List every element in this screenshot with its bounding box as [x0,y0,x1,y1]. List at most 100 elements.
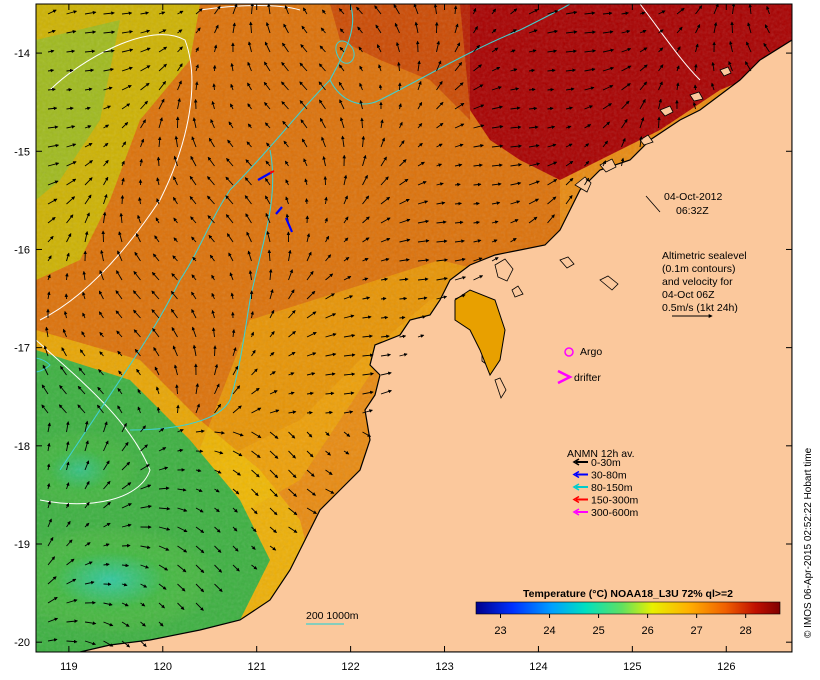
svg-text:0.5m/s (1kt 24h): 0.5m/s (1kt 24h) [662,302,738,314]
velocity-arrow [547,49,558,53]
velocity-arrow [436,80,443,91]
velocity-arrow [251,349,256,357]
velocity-arrow [300,44,308,53]
velocity-arrow [230,83,234,91]
velocity-arrow [325,293,335,300]
velocity-arrow [212,83,216,91]
velocity-arrow [191,308,197,319]
velocity-arrow [191,136,197,148]
velocity-arrow [103,49,115,53]
velocity-arrow [121,11,133,16]
velocity-arrow [66,558,75,566]
velocity-arrow [473,275,484,281]
velocity-arrow [84,194,92,205]
velocity-arrow [84,420,89,433]
velocity-arrow [177,429,184,433]
velocity-arrow [417,277,429,282]
velocity-arrow [84,160,93,167]
velocity-arrow [225,176,234,186]
velocity-arrow [584,67,596,72]
velocity-arrow [380,315,389,320]
velocity-arrow [103,440,109,452]
velocity-arrow [325,488,335,494]
velocity-arrow [226,233,234,243]
velocity-arrow [177,583,186,592]
velocity-arrow [228,252,234,262]
velocity-arrow [65,272,69,281]
velocity-arrow [191,236,197,243]
velocity-arrow [121,177,125,186]
velocity-arrow [47,49,55,54]
velocity-arrow [177,63,183,72]
velocity-arrow [244,195,252,205]
velocity-arrow [232,4,238,15]
velocity-arrow [47,235,54,243]
mooring-legend: ANMN 12h av. 0-30m30-80m80-150m150-300m3… [567,448,639,519]
velocity-arrow [269,371,276,376]
velocity-arrow [473,84,484,91]
velocity-arrow [399,296,408,301]
velocity-arrow [140,11,150,15]
velocity-arrow [66,214,74,224]
velocity-arrow [121,48,134,53]
velocity-arrow [84,542,91,547]
velocity-arrow [376,44,382,53]
velocity-arrow [140,119,146,129]
velocity-arrow [119,212,124,224]
velocity-arrow [528,29,538,34]
velocity-arrow [281,81,289,91]
velocity-arrow [84,30,97,34]
velocity-arrow [547,179,558,186]
velocity-arrow [547,196,557,205]
velocity-arrow [140,621,146,627]
velocity-arrow [528,87,536,92]
velocity-arrow [454,123,465,129]
velocity-arrow [283,140,289,148]
velocity-arrow [247,82,252,91]
velocity-arrow [621,83,631,91]
velocity-arrow [375,24,382,34]
velocity-arrow [65,441,70,452]
velocity-arrow [47,162,60,167]
velocity-arrow [301,25,308,34]
velocity-arrow [121,103,131,110]
velocity-arrow [207,176,215,186]
velocity-arrow [417,161,425,167]
velocity-arrow [47,556,56,566]
velocity-arrow [98,369,104,376]
velocity-arrow [47,422,51,433]
velocity-arrow [584,105,593,110]
velocity-arrow [269,545,277,551]
velocity-arrow [171,326,178,338]
velocity-arrow [66,578,77,585]
velocity-arrow [454,239,465,243]
velocity-arrow [42,364,49,376]
velocity-arrow [82,291,86,300]
velocity-arrow [318,63,326,72]
velocity-arrow [284,160,289,167]
velocity-arrow [103,602,113,607]
velocity-arrow [325,235,330,243]
velocity-arrow [491,105,503,110]
svg-text:(0.1m contours): (0.1m contours) [662,263,736,275]
velocity-arrow [436,163,443,167]
velocity-arrow [121,461,131,471]
velocity-arrow [621,100,630,110]
velocity-arrow [510,87,520,91]
velocity-arrow [436,101,444,110]
velocity-arrow [417,296,428,300]
velocity-arrow [249,21,253,34]
velocity-arrow [158,63,167,72]
velocity-arrow [491,86,502,91]
velocity-arrow [380,389,392,395]
velocity-arrow [362,237,370,243]
velocity-arrow [510,68,518,72]
velocity-arrow [325,391,335,396]
velocity-arrow [281,101,289,110]
velocity-arrow [319,117,326,129]
velocity-arrow [417,219,430,224]
velocity-arrow [306,391,314,396]
velocity-arrow [414,21,419,34]
velocity-arrow [306,410,313,415]
velocity-arrow [121,563,130,568]
